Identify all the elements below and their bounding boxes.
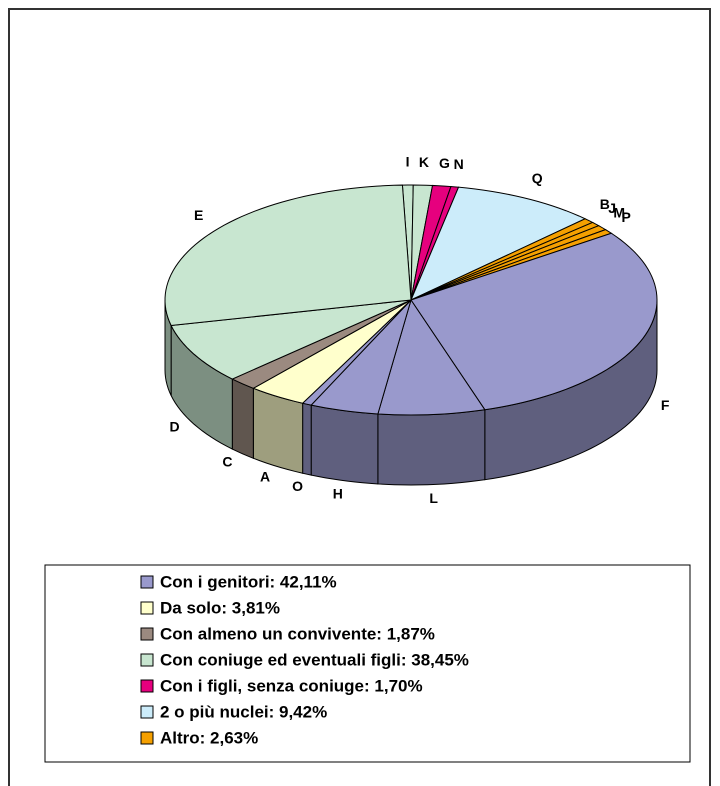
slice (377, 298, 486, 416)
slice-label: J (608, 200, 616, 216)
slice-side (231, 378, 254, 460)
pie-tops (164, 184, 658, 416)
slice-label: C (222, 454, 232, 470)
slice (410, 232, 658, 411)
slice-side (310, 404, 379, 485)
slice-label: D (170, 418, 180, 434)
legend-swatch (140, 653, 154, 667)
legend-swatch (140, 679, 154, 693)
slice-side (302, 402, 312, 476)
slice-label: E (194, 207, 203, 223)
legend-label: Con almeno un convivente: 1,87% (160, 624, 435, 643)
legend-label: Altro: 2,63% (160, 728, 258, 747)
legend-label: Con coniuge ed eventuali figli: 38,45% (160, 650, 469, 669)
slice (252, 299, 412, 404)
slice (164, 184, 412, 327)
legend-label: 2 o più nuclei: 9,42% (160, 702, 327, 721)
slice-label: F (661, 397, 670, 413)
slice-label: N (454, 156, 464, 172)
slice-side (377, 409, 486, 486)
legend-label: Con i figli, senza coniuge: 1,70% (160, 676, 423, 695)
slice-label: M (613, 204, 625, 220)
legend: Con i genitori: 42,11% Da solo: 3,81% Con … (140, 572, 469, 747)
slice-label: L (429, 490, 438, 506)
slice-label: A (260, 469, 270, 485)
slice-label: B (600, 196, 610, 212)
slice-label: K (419, 154, 429, 170)
slice-label: H (333, 486, 343, 502)
legend-swatch (140, 705, 154, 719)
slice-label: Q (532, 170, 543, 186)
slice-label: G (439, 155, 450, 171)
slice-label: O (292, 478, 303, 494)
legend-swatch (140, 575, 154, 589)
legend-swatch (140, 601, 154, 615)
legend-swatch (140, 731, 154, 745)
legend-swatch (140, 627, 154, 641)
slice-label: I (406, 154, 410, 170)
slice-label: P (621, 209, 630, 225)
slice (170, 299, 412, 380)
legend-label: Con i genitori: 42,11% (160, 572, 337, 591)
legend-label: Da solo: 3,81% (160, 598, 280, 617)
slice (410, 186, 587, 302)
slice (310, 299, 412, 415)
